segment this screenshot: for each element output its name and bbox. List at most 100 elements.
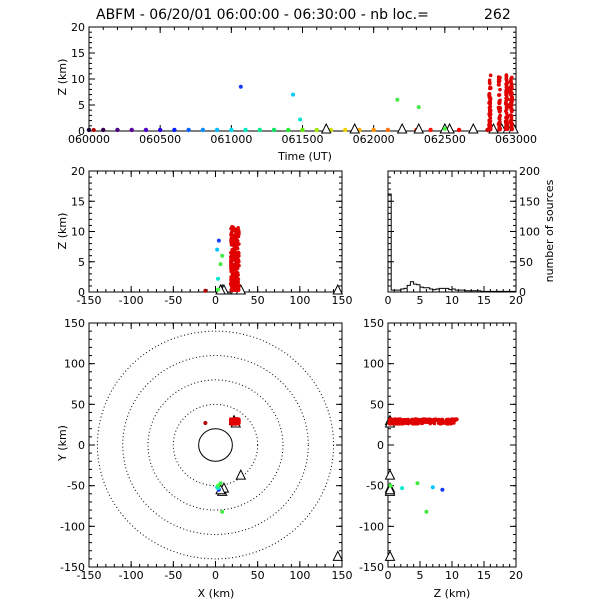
zy-y-tick-label: -50 (366, 480, 384, 493)
cluster-source-point (505, 122, 509, 126)
ground-source-point (343, 127, 348, 133)
ground-source-point (456, 127, 462, 133)
cluster-source-point (497, 126, 502, 131)
station-marker (413, 122, 425, 134)
zy-y-tick-label: -100 (359, 520, 384, 533)
source-point (203, 288, 208, 293)
time-axis-tick-label: 060000 (68, 133, 110, 146)
zy-y-tick-label: 150 (363, 317, 384, 330)
z-axis-tick-label: 5 (78, 256, 85, 269)
zy-y-tick-label: 100 (363, 358, 384, 371)
source-point (218, 481, 223, 486)
cluster-source-point (504, 104, 509, 109)
cluster-source-point (426, 417, 430, 422)
hist-y-tick-label: 0 (519, 286, 526, 299)
cluster-source-point (229, 281, 234, 286)
ground-source-point (172, 127, 177, 133)
cluster-source-point (497, 117, 502, 121)
cluster-source-point (406, 421, 411, 426)
cluster-source-point (448, 419, 453, 424)
zy-xlabel: Z (km) (434, 587, 471, 600)
range-ring (147, 379, 284, 511)
xz-frame (88, 170, 343, 293)
hist-y-tick-label: 50 (519, 256, 533, 269)
station-marker (349, 122, 360, 134)
cluster-source-point (392, 420, 397, 424)
plan-x-tick-label: 50 (251, 569, 265, 582)
z-axis-tick-label: 15 (71, 195, 85, 208)
x-axis-tick-label: -50 (164, 294, 182, 307)
cluster-source-point (497, 93, 501, 97)
cluster-source-point (236, 250, 241, 255)
station-marker (467, 122, 479, 134)
plan-ylabel: Y (km) (56, 425, 69, 462)
cluster-source-point (488, 85, 492, 89)
z-axis-tick-label: 0 (78, 286, 85, 299)
range-ring (122, 355, 309, 535)
cluster-source-point (231, 252, 236, 256)
source-point (440, 487, 445, 492)
ground-source-point (129, 127, 134, 133)
time-height-xlabel: Time (UT) (277, 150, 332, 163)
hist-y-tick-label: 200 (519, 165, 540, 178)
zy-x-tick-label: 0 (385, 569, 392, 582)
source-point (400, 486, 405, 491)
zy-frame (387, 322, 517, 568)
source-point (298, 117, 303, 122)
histogram-step-line (387, 193, 516, 292)
ground-source-point (286, 127, 291, 133)
ground-source-point (186, 127, 191, 133)
source-point (238, 84, 243, 89)
cluster-source-point (388, 420, 393, 425)
histogram-ylabel: number of sources (543, 179, 556, 282)
cluster-source-point (235, 246, 240, 251)
cluster-source-point (410, 421, 414, 426)
cluster-source-point (230, 225, 234, 229)
station-marker (384, 483, 396, 495)
z-axis-tick-label: 10 (71, 226, 85, 239)
range-ring (96, 330, 335, 560)
plot-layer: 060000 060500 061000 061500 062000 062500 0630… (60, 21, 540, 582)
cluster-source-point (440, 417, 444, 422)
ground-source-point (101, 127, 106, 133)
cluster-source-point (234, 230, 239, 235)
x-axis-tick-label: 150 (332, 294, 353, 307)
cluster-source-point (488, 124, 493, 128)
source-point (416, 105, 421, 110)
zy-x-tick-label: 10 (445, 569, 459, 582)
cluster-source-point (234, 276, 238, 280)
cluster-source-point (504, 88, 508, 93)
cluster-source-point (396, 418, 400, 423)
range-ring (198, 428, 233, 462)
cluster-source-point (498, 87, 502, 92)
station-marker (332, 283, 344, 295)
cluster-source-point (509, 106, 513, 111)
cluster-source-point (230, 270, 235, 275)
time-height-frame (88, 26, 517, 132)
cluster-source-point (229, 231, 234, 235)
z-axis-tick-label: 10 (71, 73, 85, 86)
cluster-source-point (497, 99, 502, 104)
cluster-source-point (232, 239, 236, 243)
plan-x-tick-label: 150 (332, 569, 353, 582)
z-axis-tick-label: 15 (71, 47, 85, 60)
zy-y-tick-label: 0 (377, 439, 384, 452)
source-point (291, 92, 296, 97)
cluster-source-point (488, 96, 492, 101)
source-point (218, 262, 223, 267)
cluster-source-point (232, 421, 236, 425)
source-point (216, 287, 221, 292)
cluster-source-point (436, 418, 440, 423)
plan-xlabel: X (km) (198, 587, 235, 600)
ground-source-point (214, 127, 220, 133)
station-marker (320, 122, 332, 134)
cluster-source-point (234, 262, 239, 267)
range-ring (172, 403, 259, 487)
station-marker (332, 550, 344, 561)
hist-y-tick-label: 150 (519, 195, 540, 208)
time-axis-tick-label: 062000 (353, 133, 395, 146)
z-axis-tick-label: 20 (71, 21, 85, 34)
ground-source-point (428, 127, 433, 133)
ground-source-point (115, 127, 120, 133)
